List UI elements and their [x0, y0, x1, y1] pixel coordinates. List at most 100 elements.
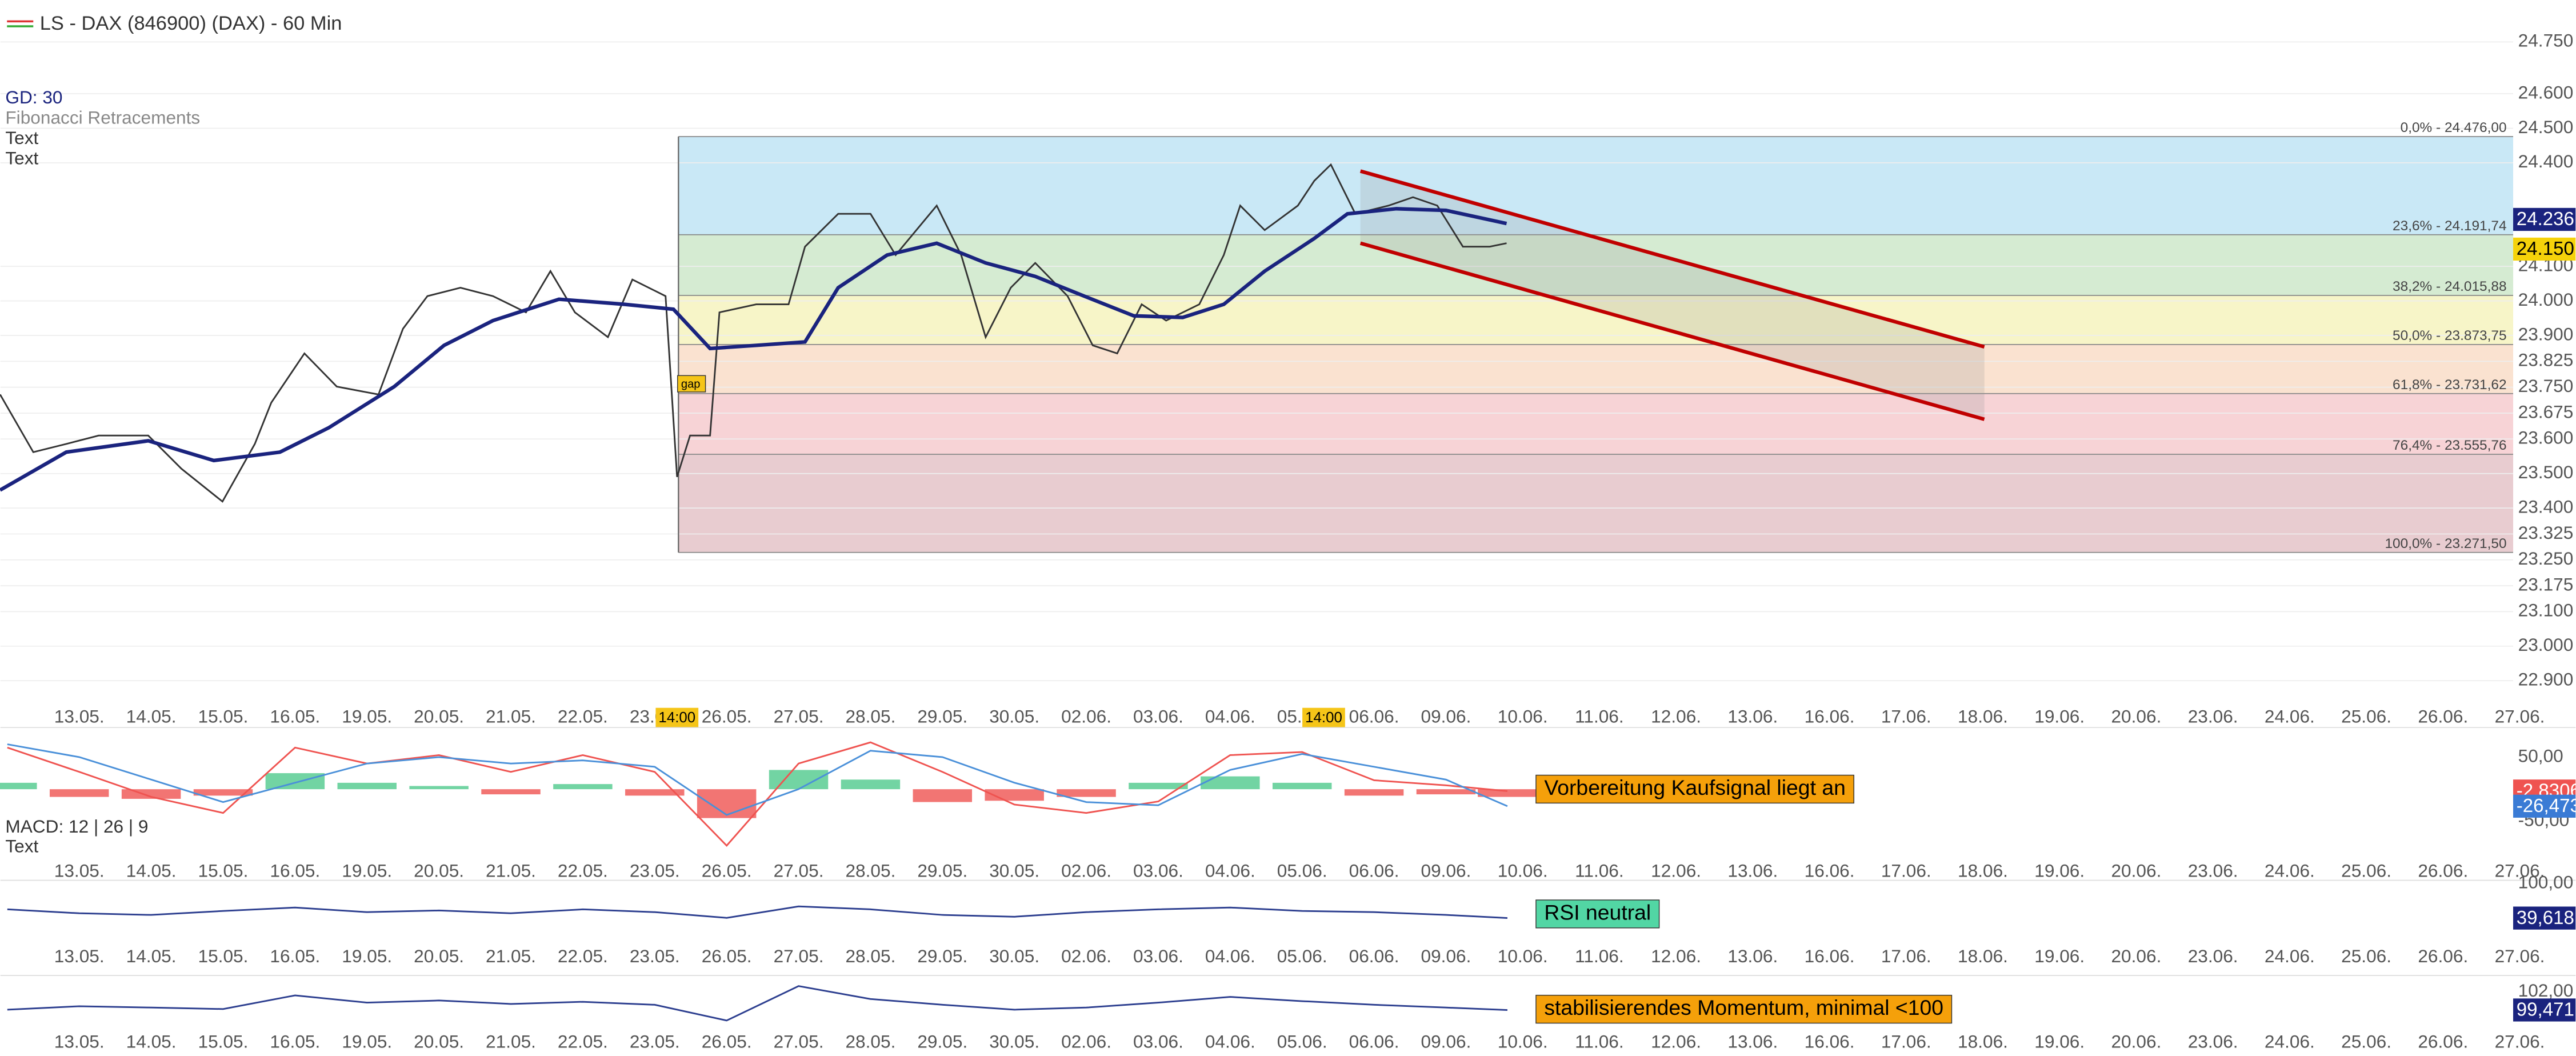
- histogram-bar: [409, 786, 469, 790]
- x-tick-label: 13.06.: [1727, 706, 1778, 726]
- x-tick-label: 16.05.: [270, 860, 320, 881]
- fib-label: 100,0% - 23.271,50: [2385, 536, 2506, 551]
- x-tick-label: 14.05.: [126, 1031, 177, 1051]
- signal-text: Vorbereitung Kaufsignal liegt an: [1544, 775, 1846, 799]
- x-tick-label: 29.05.: [917, 946, 967, 966]
- channel-line: [1359, 169, 1985, 349]
- x-tick-label: 13.05.: [54, 860, 105, 881]
- legend-item: Text: [5, 835, 38, 856]
- legend-item: Text: [5, 148, 38, 169]
- x-tick-label: 26.06.: [2418, 946, 2468, 966]
- x-tick-label: 24.06.: [2265, 946, 2315, 966]
- x-tick-label: 23.06.: [2188, 946, 2238, 966]
- x-tick-label: 06.06.: [1349, 706, 1399, 726]
- y-tick-label: 23.500: [2518, 462, 2574, 482]
- y-tick-label: 50,00: [2518, 745, 2563, 766]
- x-tick-label: 19.06.: [2034, 706, 2085, 726]
- x-tick-label: 15.05.: [198, 1031, 249, 1051]
- legend-item: Fibonacci Retracements: [5, 107, 200, 127]
- x-tick-label: 22.05.: [558, 860, 608, 881]
- x-tick-label: 26.05.: [702, 860, 752, 881]
- histogram-bar: [913, 789, 973, 802]
- x-tick-label: 10.06.: [1498, 860, 1548, 881]
- x-tick-label: 12.06.: [1651, 946, 1701, 966]
- x-tick-label: 19.05.: [342, 1031, 392, 1051]
- price-box: [2513, 794, 2576, 818]
- y-tick-label: 23.400: [2518, 496, 2574, 517]
- x-tick-label: 06.06.: [1349, 860, 1399, 881]
- legend-item: Text: [5, 127, 38, 148]
- y-tick-label: 23.675: [2518, 401, 2574, 422]
- x-tick-label: 20.05.: [414, 706, 464, 726]
- price-line: [0, 163, 1507, 503]
- x-tick-label: 26.05.: [702, 1031, 752, 1051]
- x-tick-label: 19.06.: [2034, 860, 2085, 881]
- x-tick-label: 16.06.: [1805, 1031, 1855, 1051]
- indicator-line: [7, 741, 1508, 847]
- x-tick-label: 10.06.: [1498, 1031, 1548, 1051]
- x-tick-label: 03.06.: [1133, 946, 1183, 966]
- moving-average: [0, 207, 1507, 492]
- x-tick-label: 26.06.: [2418, 1031, 2468, 1051]
- x-tick-label: 16.05.: [270, 706, 320, 726]
- x-tick-label: 18.06.: [1958, 706, 2008, 726]
- x-tick-label: 23.05.: [630, 860, 680, 881]
- fib-zone: [678, 136, 2514, 235]
- x-tick-label: 13.05.: [54, 946, 105, 966]
- x-tick-label: 22.05.: [558, 946, 608, 966]
- fib-zone: [678, 344, 2514, 394]
- annotation-text: gap: [681, 378, 701, 390]
- x-tick-label: 22.05.: [558, 706, 608, 726]
- histogram-bar: [697, 789, 757, 818]
- histogram-bar: [1416, 789, 1476, 795]
- fib-label: 76,4% - 23.555,76: [2393, 438, 2506, 453]
- chart-title: LS - DAX (846900) (DAX) - 60 Min: [40, 13, 342, 34]
- x-tick-label: 24.06.: [2265, 1031, 2315, 1051]
- x-tick-label: 10.06.: [1498, 706, 1548, 726]
- x-tick-label: 14.05.: [126, 860, 177, 881]
- x-tick-label: 17.06.: [1881, 946, 1931, 966]
- x-tick-label: 10.06.: [1498, 946, 1548, 966]
- x-tick-label: 23.05.: [630, 946, 680, 966]
- y-tick-label: 23.000: [2518, 634, 2574, 655]
- x-tick-label: 20.05.: [414, 1031, 464, 1051]
- x-tick-label: 25.06.: [2341, 860, 2391, 881]
- y-tick-label: 23.900: [2518, 323, 2574, 344]
- x-tick-label: 13.06.: [1727, 946, 1778, 966]
- x-tick-label: 30.05.: [989, 1031, 1039, 1051]
- x-tick-label: 23.06.: [2188, 860, 2238, 881]
- x-tick-label: 23.06.: [2188, 1031, 2238, 1051]
- x-tick-label: 19.06.: [2034, 1031, 2085, 1051]
- x-tick-label: 27.05.: [774, 1031, 824, 1051]
- y-tick-label: 23.250: [2518, 548, 2574, 569]
- y-tick-label: 102,00: [2518, 980, 2574, 1001]
- fib-label: 38,2% - 24.015,88: [2393, 279, 2506, 294]
- fib-label: 0,0% - 24.476,00: [2401, 120, 2507, 135]
- y-tick-label: 100,00: [2518, 872, 2574, 893]
- histogram-bar: [1272, 782, 1332, 790]
- x-tick-label: 28.05.: [845, 1031, 895, 1051]
- price-box-label: 39,618: [2517, 907, 2574, 929]
- fib-label: 50,0% - 23.873,75: [2393, 328, 2506, 343]
- price-box: [2513, 237, 2576, 261]
- y-tick-label: 23.325: [2518, 522, 2574, 543]
- x-tick-label: 16.06.: [1805, 946, 1855, 966]
- x-tick-label: 26.06.: [2418, 860, 2468, 881]
- x-tick-label: 16.05.: [270, 946, 320, 966]
- x-tick-label: 14.05.: [126, 706, 177, 726]
- x-tick-label: 18.06.: [1958, 860, 2008, 881]
- x-tick-label: 02.06.: [1061, 706, 1111, 726]
- x-tick-label: 19.06.: [2034, 946, 2085, 966]
- indicator-line: [7, 985, 1508, 1022]
- x-tick-label: 22.05.: [558, 1031, 608, 1051]
- x-tick-label: 02.06.: [1061, 946, 1111, 966]
- x-tick-label: 21.05.: [486, 860, 536, 881]
- x-tick-label: 27.06.: [2495, 946, 2545, 966]
- legend-item: MACD: 12 | 26 | 9: [5, 816, 148, 837]
- signal-box: [1535, 774, 1854, 804]
- histogram-bar: [0, 782, 37, 790]
- x-tick-label: 13.06.: [1727, 1031, 1778, 1051]
- price-box: [2513, 207, 2576, 231]
- x-tick-label: 03.06.: [1133, 1031, 1183, 1051]
